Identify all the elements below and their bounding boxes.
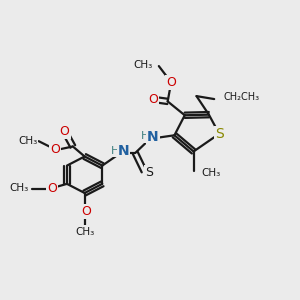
Text: O: O — [60, 125, 70, 138]
Text: CH₃: CH₃ — [9, 183, 29, 193]
Text: H: H — [111, 146, 119, 156]
Text: CH₂CH₃: CH₂CH₃ — [223, 92, 259, 102]
Text: O: O — [50, 143, 60, 157]
Text: N: N — [118, 145, 129, 158]
Text: O: O — [47, 182, 57, 195]
Text: S: S — [215, 127, 224, 141]
Text: CH₃: CH₃ — [18, 136, 37, 146]
Text: CH₃: CH₃ — [75, 226, 94, 237]
Text: H: H — [140, 131, 149, 142]
Text: O: O — [148, 93, 158, 106]
Text: S: S — [146, 166, 153, 179]
Text: O: O — [166, 76, 176, 89]
Text: N: N — [147, 130, 159, 144]
Text: CH₃: CH₃ — [201, 168, 220, 178]
Text: CH₃: CH₃ — [134, 60, 153, 70]
Text: O: O — [81, 205, 91, 218]
